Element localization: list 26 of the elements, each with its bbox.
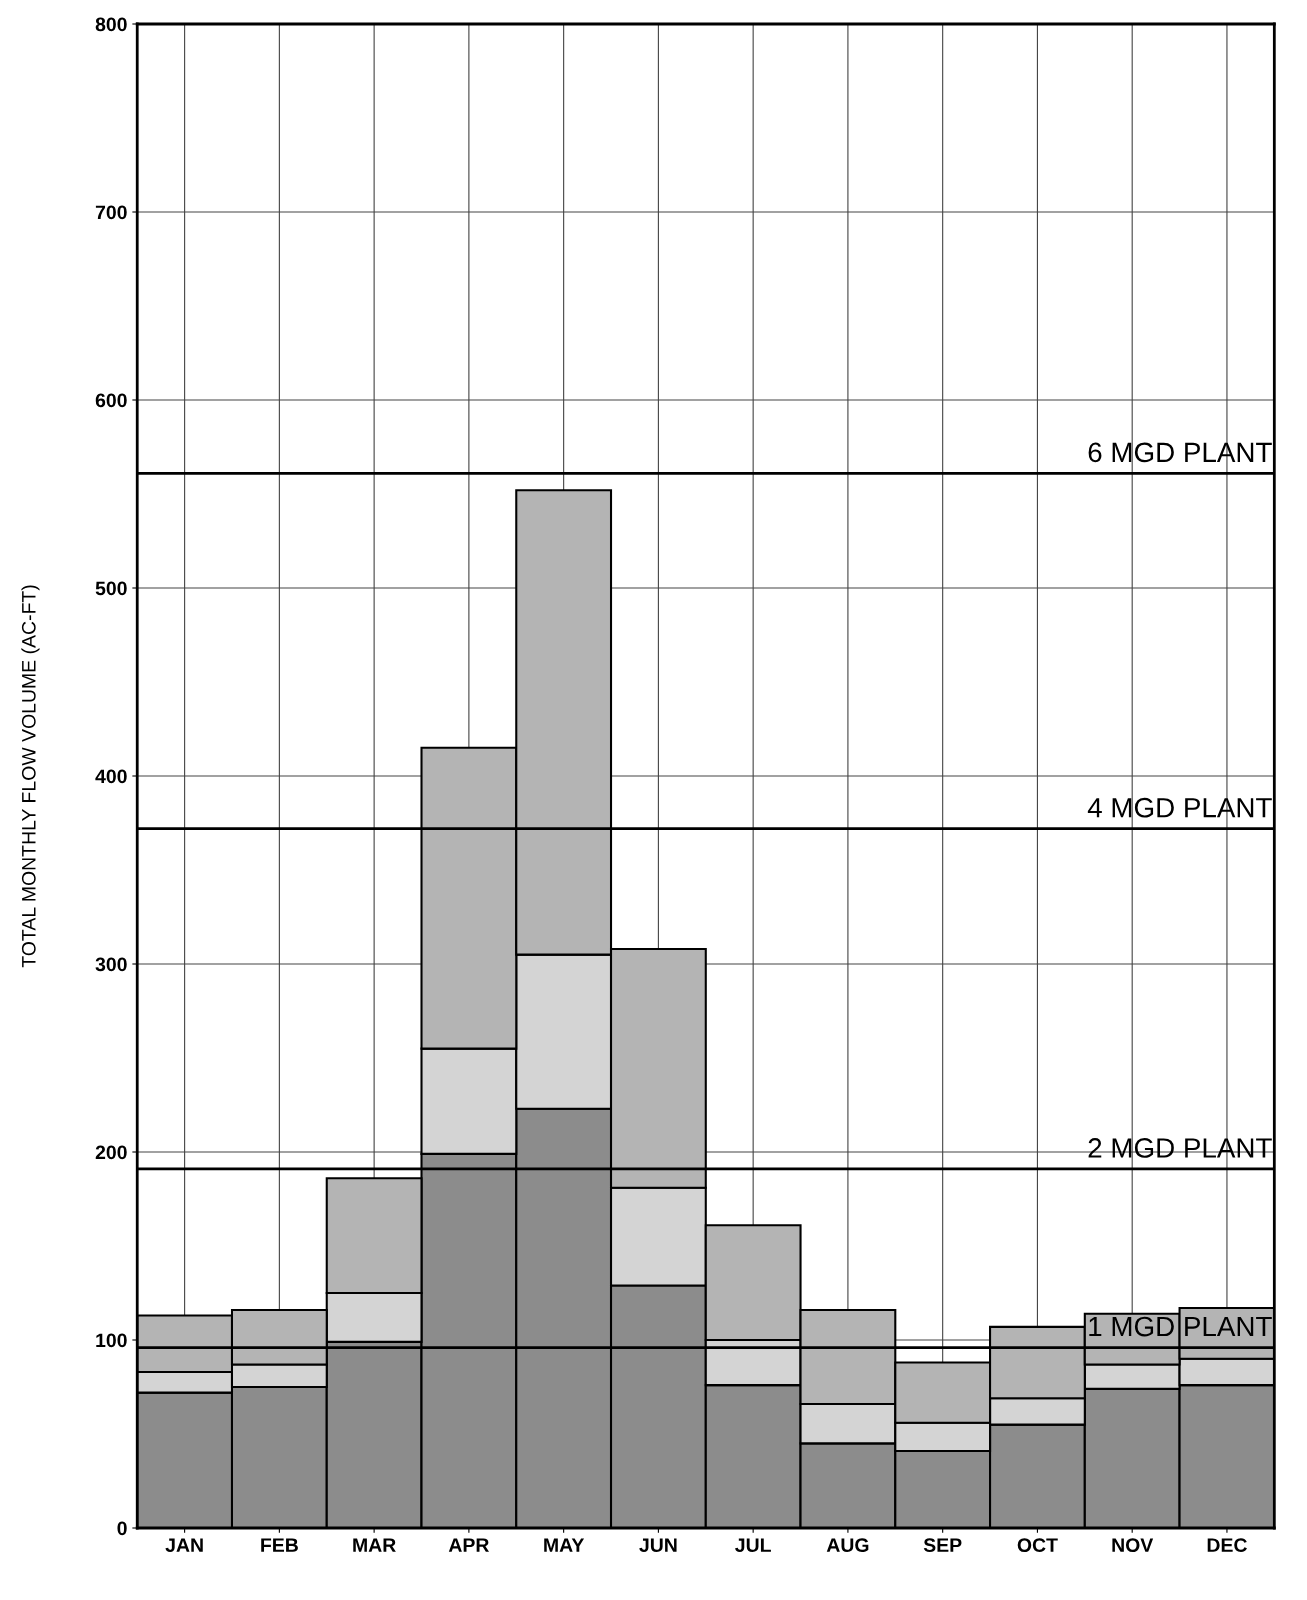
y-tick-label: 600 [95, 393, 127, 408]
y-tick-label: 700 [95, 205, 127, 220]
x-tick-label: JAN [165, 1538, 203, 1552]
y-tick-label: 400 [95, 769, 127, 784]
x-tick-label: APR [448, 1538, 490, 1552]
x-tick-label: SEP [923, 1538, 962, 1552]
x-tick-label: NOV [1112, 1538, 1154, 1552]
x-tick-label: OCT [1017, 1538, 1058, 1552]
x-tick-label: FEB [261, 1538, 298, 1552]
ref-line-label: 1 MGD PLANT [1089, 1316, 1272, 1337]
x-tick-label: MAY [544, 1538, 585, 1552]
y-tick-label: 800 [95, 17, 127, 32]
x-tick-label: JUL [735, 1538, 771, 1552]
y-tick-label: 300 [95, 957, 127, 972]
ref-line-label: 6 MGD PLANT [1088, 442, 1272, 463]
y-tick-label: 100 [96, 1333, 127, 1348]
ref-line-label: 2 MGD PLANT [1088, 1138, 1272, 1158]
y-tick-label: 200 [95, 1145, 127, 1160]
ref-line-label: 4 MGD PLANT [1087, 797, 1272, 818]
x-tick-label: DEC [1207, 1538, 1247, 1552]
y-tick-label: 500 [95, 581, 127, 596]
x-tick-label: JUN [639, 1538, 677, 1552]
x-tick-label: MAR [353, 1538, 396, 1552]
y-tick-label: 0 [117, 1521, 127, 1536]
x-tick-label: AUG [826, 1538, 869, 1552]
y-axis-title: TOTAL MONTHLY FLOW VOLUME (AC-FT) [21, 585, 40, 968]
